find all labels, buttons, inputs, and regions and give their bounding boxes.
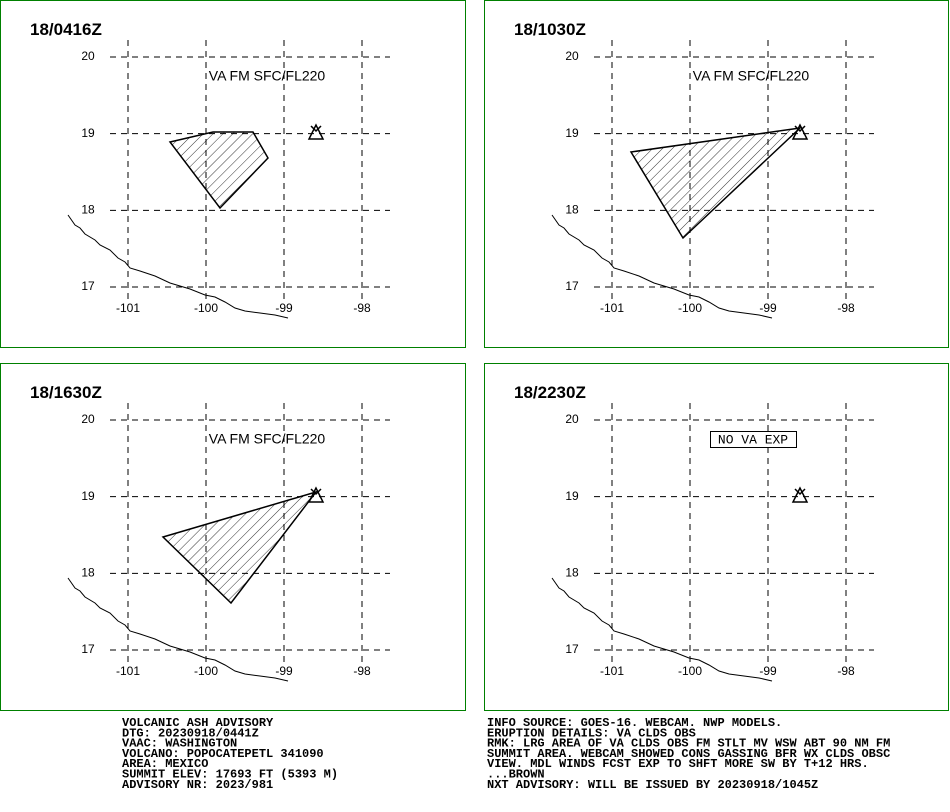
lat-label: 18 [81,566,95,580]
lon-label: -98 [837,301,855,315]
lat-label: 17 [565,279,579,293]
advisory-line: ADVISORY NR: 2023/981 [122,778,273,792]
lat-label: 17 [81,279,95,293]
panel-border [484,363,949,711]
advisory-line: AREA: MEXICO [122,757,208,771]
panel-label: VA FM SFC/FL220 [209,431,326,447]
coastline [551,214,773,319]
coastline [67,214,289,319]
lat-label: 19 [565,126,579,140]
lat-label: 20 [81,412,95,426]
advisory-line: ERUPTION DETAILS: VA CLDS OBS [487,726,696,740]
advisory-line: VAAC: WASHINGTON [122,737,237,751]
panel-border [484,0,949,348]
ash-area [168,131,269,210]
ash-area [629,126,803,240]
panel: 20 19 18 17 -101 -100 -99 -98 18/2230Z NO VA EXP [484,363,949,711]
advisory-line: DTG: 20230918/0441Z [122,726,259,740]
lat-label: 20 [565,49,579,63]
lon-label: -99 [275,664,293,678]
advisory-line: ...BROWN [487,768,545,782]
lat-label: 19 [81,126,95,140]
panel-time: 18/1030Z [514,20,586,39]
panel: 20 19 18 17 -101 -100 -99 -98 18/1030Z VA FM SFC/… [484,0,949,348]
coastline [67,577,289,682]
panel-border [0,0,466,348]
lat-label: 19 [81,489,95,503]
lon-label: -100 [194,301,218,315]
lat-label: 17 [565,642,579,656]
lon-label: -101 [600,301,624,315]
lat-label: 18 [565,566,579,580]
lon-label: -98 [837,664,855,678]
lat-label: 19 [565,489,579,503]
panel-label: NO VA EXP [718,432,788,447]
lat-label: 20 [81,49,95,63]
panel: 20 19 18 17 -101 -100 -99 -98 18/0416Z VA FM SFC/… [0,0,466,348]
advisory-line: SUMMIT AREA. WEBCAM SHOWED CONS GASSING … [487,747,890,761]
lon-label: -99 [759,301,777,315]
panel-border [0,363,466,711]
advisory-line: VOLCANIC ASH ADVISORY [122,716,274,730]
advisory-line: INFO SOURCE: GOES-16. WEBCAM. NWP MODELS… [487,716,782,730]
lat-label: 20 [565,412,579,426]
lat-label: 17 [81,642,95,656]
advisory-line: SUMMIT ELEV: 17693 FT (5393 M) [122,768,338,782]
lon-label: -99 [275,301,293,315]
advisory-line: RMK: LRG AREA OF VA CLDS OBS FM STLT MV … [487,737,890,751]
label-box [710,431,797,448]
lon-label: -99 [759,664,777,678]
panel-time: 18/2230Z [514,383,586,402]
lon-label: -98 [353,664,371,678]
panel-time: 18/0416Z [30,20,102,39]
volcano [308,124,324,140]
lon-label: -100 [678,301,702,315]
panel-time: 18/1630Z [30,383,102,402]
lat-label: 18 [81,203,95,217]
panel: 20 19 18 17 -101 -100 -99 -98 18/1630Z VA FM SFC/… [0,363,466,711]
lat-label: 18 [565,203,579,217]
advisory-line: VOLCANO: POPOCATEPETL 341090 [122,747,324,761]
advisory-line: VIEW. MDL WINDS FCST EXP TO SHFT MORE SW… [487,757,869,771]
panel-label: VA FM SFC/FL220 [693,68,810,84]
lon-label: -98 [353,301,371,315]
ash-area [161,490,318,605]
lon-label: -101 [116,664,140,678]
volcano [792,487,808,503]
lon-label: -100 [194,664,218,678]
lon-label: -100 [678,664,702,678]
advisory-line: NXT ADVISORY: WILL BE ISSUED BY 20230918… [487,778,818,792]
lon-label: -101 [600,664,624,678]
lon-label: -101 [116,301,140,315]
coastline [551,577,773,682]
panel-label: VA FM SFC/FL220 [209,68,326,84]
